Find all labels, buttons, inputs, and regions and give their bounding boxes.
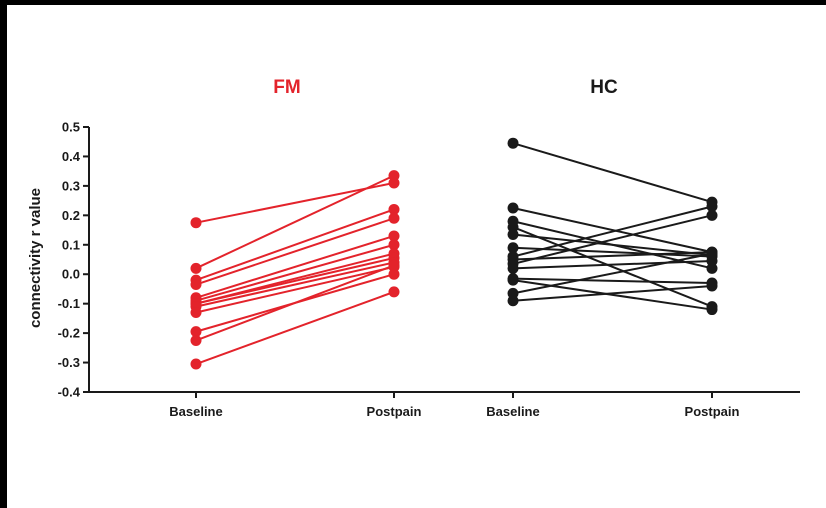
- series-line-hc-2: [512, 206, 713, 254]
- y-tick-label: -0.1: [58, 296, 80, 311]
- series-line-hc-1: [512, 142, 713, 204]
- point-baseline-hc-10: [507, 262, 519, 274]
- series-line-fm-10: [195, 265, 395, 314]
- series-layer: FM HC: [190, 77, 718, 370]
- point-baseline-fm-1: [190, 217, 202, 229]
- y-tick-label: 0.5: [62, 120, 80, 135]
- series-line-fm-4: [195, 217, 395, 286]
- point-postpain-hc-9: [706, 209, 718, 221]
- series-line-hc-8: [512, 251, 713, 261]
- series-line-fm-5: [195, 234, 395, 299]
- point-postpain-fm-3: [388, 203, 400, 215]
- series-line-hc-5: [512, 233, 713, 257]
- point-baseline-fm-12: [190, 334, 202, 346]
- point-baseline-fm-2: [190, 262, 202, 274]
- series-line-fm-8: [195, 257, 395, 305]
- point-baseline-hc-5: [507, 228, 519, 240]
- point-postpain-fm-13: [388, 286, 400, 298]
- point-postpain-fm-4: [388, 212, 400, 224]
- series-line-hc-7: [512, 205, 713, 258]
- y-tick-label: 0.3: [62, 178, 80, 193]
- point-postpain-hc-12: [706, 304, 718, 316]
- x-category-label-baseline: Baseline: [486, 404, 539, 419]
- point-baseline-hc-6: [507, 242, 519, 254]
- point-baseline-hc-1: [507, 137, 519, 149]
- series-line-hc-11: [512, 277, 713, 285]
- y-tick-label: 0.2: [62, 208, 80, 223]
- axes: 0.5 0.4 0.3 0.2 0.1 0.0 -0.1 -0.2 -0.3 -0.4 Baseli…: [58, 120, 800, 419]
- point-baseline-fm-4: [190, 279, 202, 291]
- series-line-hc-4: [512, 226, 713, 308]
- series-line-fm-2: [195, 174, 395, 270]
- x-category-label-postpain: Postpain: [367, 404, 422, 419]
- point-baseline-hc-14: [507, 295, 519, 307]
- point-postpain-fm-2: [388, 170, 400, 182]
- y-tick-label: -0.2: [58, 326, 80, 341]
- series-line-fm-13: [195, 290, 395, 365]
- point-baseline-hc-2: [507, 202, 519, 214]
- y-tick-label: 0.0: [62, 267, 80, 282]
- series-line-fm-12: [195, 264, 395, 342]
- series-line-hc-9: [512, 214, 713, 265]
- point-baseline-fm-13: [190, 358, 202, 370]
- series-line-fm-6: [195, 243, 395, 302]
- series-line-hc-10: [512, 259, 713, 270]
- point-baseline-fm-10: [190, 307, 202, 318]
- series-line-fm-1: [195, 181, 395, 224]
- series-line-fm-9: [195, 261, 395, 308]
- point-baseline-hc-12: [507, 274, 519, 286]
- point-postpain-hc-13: [706, 248, 718, 260]
- series-line-hc-12: [512, 279, 713, 311]
- point-postpain-hc-14: [706, 280, 718, 292]
- x-category-label-postpain: Postpain: [685, 404, 740, 419]
- point-postpain-fm-12: [388, 259, 400, 271]
- y-tick-label: 0.4: [62, 149, 81, 164]
- point-postpain-fm-11: [388, 268, 400, 280]
- frame-left-border: [0, 0, 7, 508]
- frame-top-border: [0, 0, 826, 5]
- y-tick-label: 0.1: [62, 237, 80, 252]
- point-postpain-fm-5: [388, 230, 400, 242]
- series-line-hc-13: [512, 252, 713, 295]
- panel-title-hc: HC: [590, 77, 618, 98]
- y-tick-label: -0.3: [58, 355, 80, 370]
- series-line-fm-3: [195, 208, 395, 282]
- y-axis-label: connectivity r value: [27, 188, 44, 328]
- x-category-label-baseline: Baseline: [169, 404, 222, 419]
- point-baseline-fm-11: [190, 326, 202, 338]
- panel-title-fm: FM: [273, 77, 300, 98]
- point-postpain-hc-7: [706, 201, 718, 212]
- series-line-hc-14: [512, 285, 713, 302]
- y-tick-label: -0.4: [58, 385, 81, 400]
- point-postpain-fm-6: [388, 239, 400, 251]
